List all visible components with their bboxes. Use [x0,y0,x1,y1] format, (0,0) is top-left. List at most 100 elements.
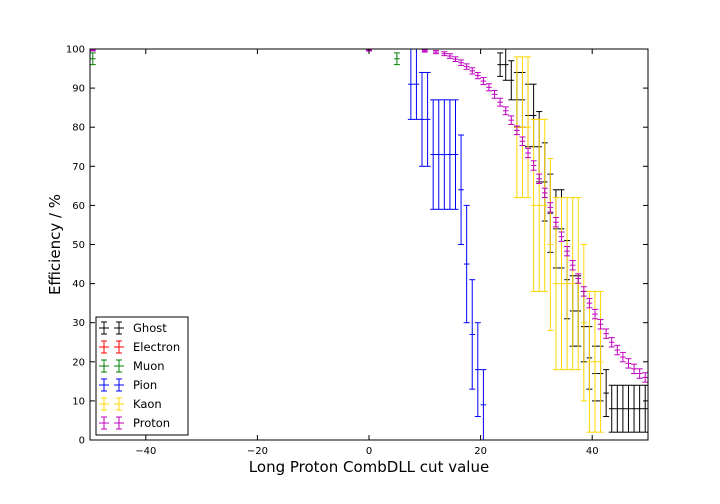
data-point [90,52,96,66]
data-point [458,134,465,245]
data-point [508,60,515,101]
y-tick-label: 60 [72,201,85,212]
y-tick-label: 10 [72,396,85,407]
data-point [619,351,626,363]
data-point [575,273,582,284]
legend-label: Electron [133,340,180,354]
data-point [480,77,487,86]
data-point [631,363,638,375]
data-point [580,286,587,297]
data-point [508,115,515,125]
data-point [547,157,554,332]
series-proton [90,49,648,383]
legend-item-proton: Proton [99,416,170,430]
legend-label: Proton [133,416,170,430]
data-point [474,71,481,80]
legend-marker [99,378,124,392]
data-point [497,52,504,77]
data-point [421,49,428,53]
data-point [491,89,498,99]
data-point [558,197,565,371]
data-point [558,231,565,242]
legend-item-ghost: Ghost [99,321,167,335]
data-point [441,51,448,57]
y-tick-label: 0 [79,436,85,447]
data-point [430,99,437,210]
y-tick-label: 90 [72,84,85,95]
data-point [597,319,604,330]
data-point [497,97,504,107]
data-point [552,217,559,228]
legend-label: Ghost [133,321,167,335]
data-point [608,384,615,433]
data-point [513,125,520,136]
data-point [452,56,459,63]
data-point [446,53,453,59]
legend-item-muon: Muon [99,359,165,373]
data-point [432,50,439,55]
data-point [642,384,648,433]
data-point [642,372,648,383]
data-point [480,369,487,440]
data-point [519,136,526,147]
y-tick-label: 20 [72,357,85,368]
legend-label: Kaon [133,397,162,411]
data-point [614,384,621,433]
data-point [547,202,554,213]
data-point [519,56,526,199]
x-tick-label: −40 [135,446,156,457]
data-point [393,52,400,66]
legend: Ghost Electron Muon Pion Kaon Proton [95,316,189,436]
data-point [424,71,431,167]
legend-label: Muon [133,359,165,373]
data-point [591,308,598,320]
data-point [603,369,610,418]
data-point [485,83,492,92]
y-tick-label: 100 [66,45,85,56]
legend-box [95,316,189,436]
series-muon [90,52,400,66]
data-point [502,49,509,81]
y-tick-label: 40 [72,279,85,290]
data-point [469,67,476,75]
legend-label: Pion [133,378,157,392]
data-point [413,49,420,120]
y-tick-label: 50 [72,240,85,251]
data-point [536,173,543,185]
series-pion [402,49,487,440]
legend-marker [99,340,124,354]
data-point [463,204,470,324]
data-point [541,187,548,199]
legend-marker [99,321,124,335]
x-tick-label: 40 [586,446,599,457]
y-axis-label: Efficiency / % [46,194,64,295]
data-point [541,118,548,292]
data-point [619,384,626,433]
data-point [569,197,576,371]
x-tick-label: −20 [247,446,268,457]
data-point [536,118,543,292]
data-point [608,337,615,348]
data-point [463,63,470,70]
data-point [625,384,632,433]
x-tick-label: 0 [366,446,372,457]
data-point [580,244,587,402]
data-point [446,99,453,210]
data-point [631,384,638,433]
data-point [636,368,643,379]
data-point [597,290,604,433]
data-point [603,328,610,339]
data-point [452,99,459,210]
x-tick-label: 20 [474,446,487,457]
series-kaon [480,49,604,433]
data-point [441,99,448,210]
data-point [90,49,96,52]
data-point [564,197,571,371]
data-point [530,118,537,292]
data-point [614,344,621,356]
data-point [564,245,571,257]
legend-item-electron: Electron [99,340,180,354]
legend-marker [99,359,124,373]
data-point [636,384,643,433]
